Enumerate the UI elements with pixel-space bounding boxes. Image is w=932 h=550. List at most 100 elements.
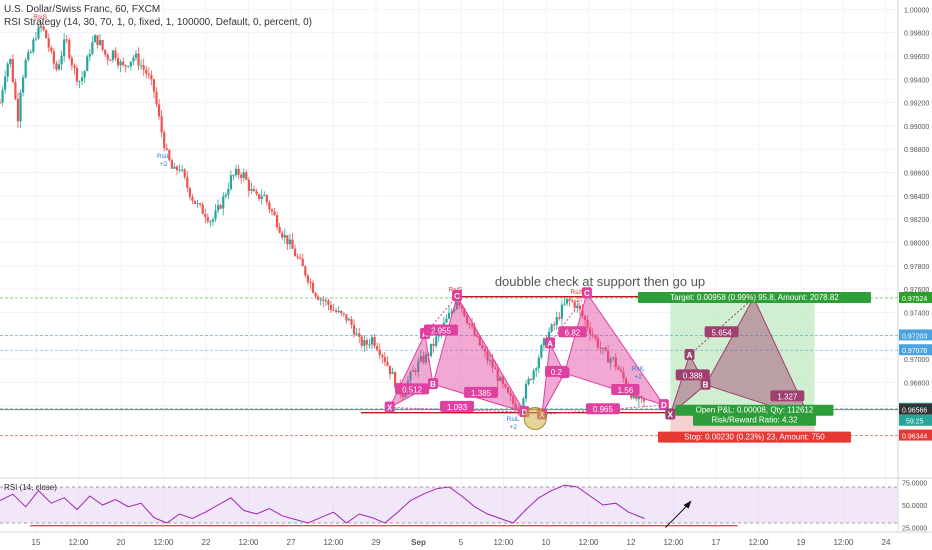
- pattern-1-ratio-label: 2.955: [431, 327, 452, 336]
- candle-body: [63, 39, 66, 57]
- price-tag-label: 0.96566: [902, 408, 927, 415]
- price-tag-box: [899, 291, 932, 303]
- signal-label: RsiS: [570, 289, 584, 296]
- pattern-1-point-box: [427, 378, 438, 390]
- candle-body: [68, 39, 71, 59]
- stop-label: Stop: 0.00230 (0.23%) 23, Amount: 750: [684, 433, 825, 442]
- candle-body: [199, 203, 202, 205]
- candle-body: [314, 292, 317, 297]
- pattern-2-point-box: [658, 399, 669, 411]
- candle-body: [391, 372, 394, 375]
- candle-body: [342, 313, 345, 315]
- pattern-1-ratio-label: 1.385: [471, 389, 492, 398]
- candle-body: [93, 35, 97, 43]
- candle-body: [594, 335, 597, 338]
- projected-pattern-point-label: B: [703, 381, 709, 390]
- candle-body: [65, 39, 68, 41]
- candle-body: [347, 319, 351, 321]
- candle-body: [201, 204, 204, 214]
- pattern-1-ratio-box: [464, 386, 499, 398]
- pattern-2-triangle: [541, 341, 566, 415]
- candle-body: [476, 335, 479, 337]
- pattern-2-ratio-label: 1.56: [618, 386, 634, 395]
- candle-body: [470, 324, 474, 327]
- x-tick-label: 12:00: [748, 538, 769, 547]
- candle-body: [435, 336, 438, 346]
- projected-pattern-point-label: A: [687, 351, 693, 360]
- open-pnl-label-box: [675, 404, 834, 416]
- candle-body: [558, 317, 561, 319]
- y-tick-label: 1.00000: [904, 7, 929, 14]
- candle-body: [383, 357, 386, 362]
- candle-body: [229, 175, 233, 189]
- candle-body: [32, 39, 35, 52]
- projected-pattern-ratio-label: 0.388: [683, 371, 704, 380]
- pattern-2-ratio-label: 6.82: [565, 328, 581, 337]
- candle-body: [322, 299, 325, 301]
- candle-body: [527, 378, 530, 385]
- candle-body: [455, 301, 458, 310]
- candle-body: [209, 221, 212, 223]
- candle-body: [571, 300, 574, 302]
- candle-body: [134, 53, 138, 58]
- y-tick-label: 0.97000: [904, 357, 929, 364]
- y-tick-label: 0.99600: [904, 54, 929, 61]
- projected-pattern-ratio-label: 5.654: [712, 328, 733, 337]
- candle-body: [196, 203, 199, 205]
- candle-body: [14, 82, 17, 100]
- y-tick-label: 0.96800: [904, 380, 929, 387]
- rsi-tick-label: 50.0000: [902, 503, 927, 510]
- candle-body: [612, 357, 615, 359]
- candle-body: [55, 63, 58, 70]
- candle-body: [463, 308, 466, 317]
- pattern-2-point-box: [581, 287, 592, 299]
- pattern-2-point-box: [545, 337, 556, 349]
- pattern-2-ratio-box: [558, 326, 587, 338]
- candle-body: [560, 304, 563, 319]
- strategy-legend: RSI Strategy (14, 30, 70, 1, 0, fixed, 1…: [4, 17, 312, 28]
- candle-body: [599, 347, 602, 349]
- pattern-1-point-label: C: [454, 292, 460, 301]
- candle-body: [4, 76, 7, 90]
- candle-body: [604, 347, 607, 351]
- candle-body: [288, 239, 292, 245]
- projected-pattern-ratio-box: [675, 369, 710, 381]
- candle-body: [411, 370, 415, 372]
- y-tick-label: 0.99200: [904, 101, 929, 108]
- candle-body: [468, 322, 471, 325]
- y-tick-label: 0.97800: [904, 264, 929, 271]
- candle-body: [363, 340, 366, 346]
- rsi-arrow-line: [665, 502, 690, 528]
- candle-body: [252, 189, 256, 192]
- candle-body: [317, 296, 320, 300]
- candle-body: [34, 38, 38, 40]
- candle-body: [75, 67, 79, 82]
- signal-label: RsiL: [632, 366, 645, 373]
- candle-body: [255, 191, 258, 195]
- x-tick-label: 24: [882, 538, 891, 547]
- double-bottom-marker: [523, 407, 547, 431]
- candle-body: [386, 361, 389, 366]
- x-tick-label: 5: [459, 538, 464, 547]
- candle-body: [11, 58, 14, 83]
- candle-body: [478, 336, 481, 346]
- rsi-band: [0, 487, 898, 523]
- candle-body: [591, 334, 594, 336]
- candle-body: [111, 50, 114, 60]
- candle-body: [27, 52, 30, 60]
- candle-body: [122, 61, 125, 65]
- candle-body: [39, 26, 43, 28]
- candle-body: [0, 102, 2, 104]
- candle-body: [191, 196, 194, 201]
- signal-label: RsiL: [507, 416, 520, 423]
- candle-body: [504, 384, 507, 388]
- pattern-1-point-label: D: [521, 408, 527, 417]
- candle-body: [116, 58, 120, 66]
- candle-body: [460, 305, 463, 309]
- price-tag-label: 0.97524: [902, 296, 927, 303]
- pattern-2-ratio-box: [585, 403, 620, 415]
- pattern-2-ratio-label: 0.2: [551, 368, 563, 377]
- candle-body: [283, 235, 286, 238]
